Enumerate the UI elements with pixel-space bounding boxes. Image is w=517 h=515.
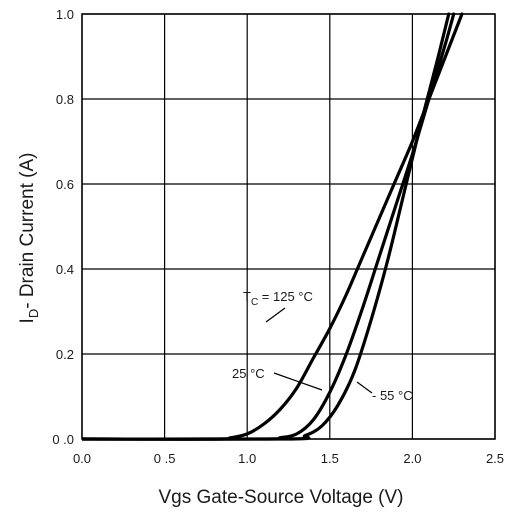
y-tick-label: 0.4 [56,262,74,277]
x-tick-label: 1.5 [321,451,339,466]
annotation-pointer-125c [265,307,286,323]
x-axis-title: Vgs Gate-Source Voltage (V) [158,487,403,508]
annotation-pointer-25c [273,372,323,391]
tick-labels: 0.0 0 .5 1.0 1.5 2.0 2.5 0 .0 0.2 0.4 0.6 0.8 1.0 [52,7,504,466]
y-tick-label: 0.2 [56,347,74,362]
curve-25c [82,12,456,441]
x-tick-label: 2.5 [486,451,504,466]
x-tick-label: 0.0 [73,451,91,466]
x-tick-label: 2.0 [403,451,421,466]
plot-frame [81,13,496,440]
y-tick-label: 0 .0 [52,432,74,447]
y-tick-label: 0.8 [56,92,74,107]
curve-m55c [82,12,451,441]
y-axis-title: ID- Drain Current (A) [17,153,41,324]
series-label-125c: TC = 125 °C [243,289,313,308]
x-tick-label: 0 .5 [154,451,176,466]
x-tick-label: 1.0 [238,451,256,466]
y-tick-label: 1.0 [56,7,74,22]
series-label-25c: 25 °C [232,366,265,381]
curve-125c [82,12,464,441]
y-tick-label: 0.6 [56,177,74,192]
curves [82,12,464,441]
series-label-m55c: - 55 °C [372,388,413,403]
annotation-pointer-m55c [356,381,373,394]
